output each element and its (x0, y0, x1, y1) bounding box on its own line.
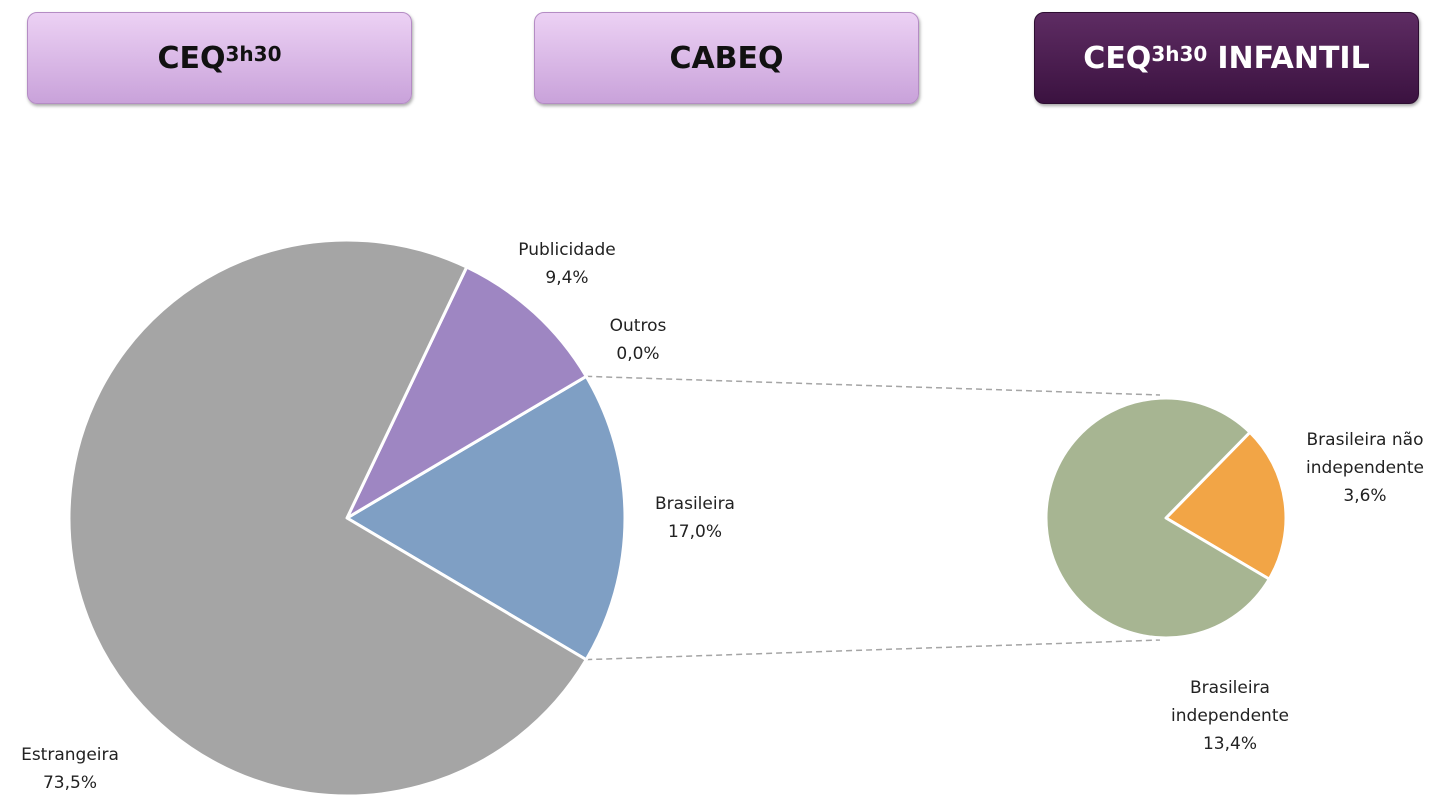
pie-slice (345, 265, 588, 520)
category-label: Estrangeira (21, 745, 119, 765)
category-label: Brasileira não independente (1306, 430, 1424, 478)
tab[interactable]: CABEQ (534, 12, 919, 104)
tab-superscript: 3h30 (225, 42, 282, 66)
value-label: 9,4% (545, 268, 589, 288)
data-label: Brasileira não independente 3,6% (1290, 426, 1440, 510)
value-label: 17,0% (667, 522, 722, 542)
value-label: 73,5% (42, 773, 97, 793)
connector-line (586, 375, 1161, 396)
pie-slice (345, 374, 627, 662)
value-label: 13,4% (1202, 734, 1257, 754)
category-label: Brasileira (655, 494, 735, 514)
tab-suffix: INFANTIL (1217, 40, 1370, 76)
data-label: Brasileira independente 13,4% (1150, 674, 1310, 758)
value-label: 0,0% (616, 344, 660, 364)
data-label: Publicidade 9,4% (487, 236, 647, 292)
tab[interactable]: CEQ 3h30 (27, 12, 412, 104)
pie-slice (1164, 430, 1288, 581)
value-label: 3,6% (1343, 486, 1387, 506)
connector-line (586, 639, 1161, 661)
pie-slice (67, 238, 588, 796)
pie-slice (1044, 396, 1271, 640)
tab-superscript: 3h30 (1151, 42, 1208, 66)
tab[interactable]: CEQ 3h30 INFANTIL (1034, 12, 1419, 104)
data-label: Estrangeira 73,5% (0, 741, 140, 797)
data-label: Outros 0,0% (558, 312, 718, 368)
category-label: Publicidade (518, 240, 616, 260)
category-label: Brasileira independente (1171, 678, 1289, 726)
tab-text: CEQ (1083, 40, 1152, 76)
category-label: Outros (609, 316, 667, 336)
tab-text: CEQ (157, 40, 226, 76)
tab-text: CABEQ (669, 40, 784, 76)
data-label: Brasileira 17,0% (615, 490, 775, 546)
